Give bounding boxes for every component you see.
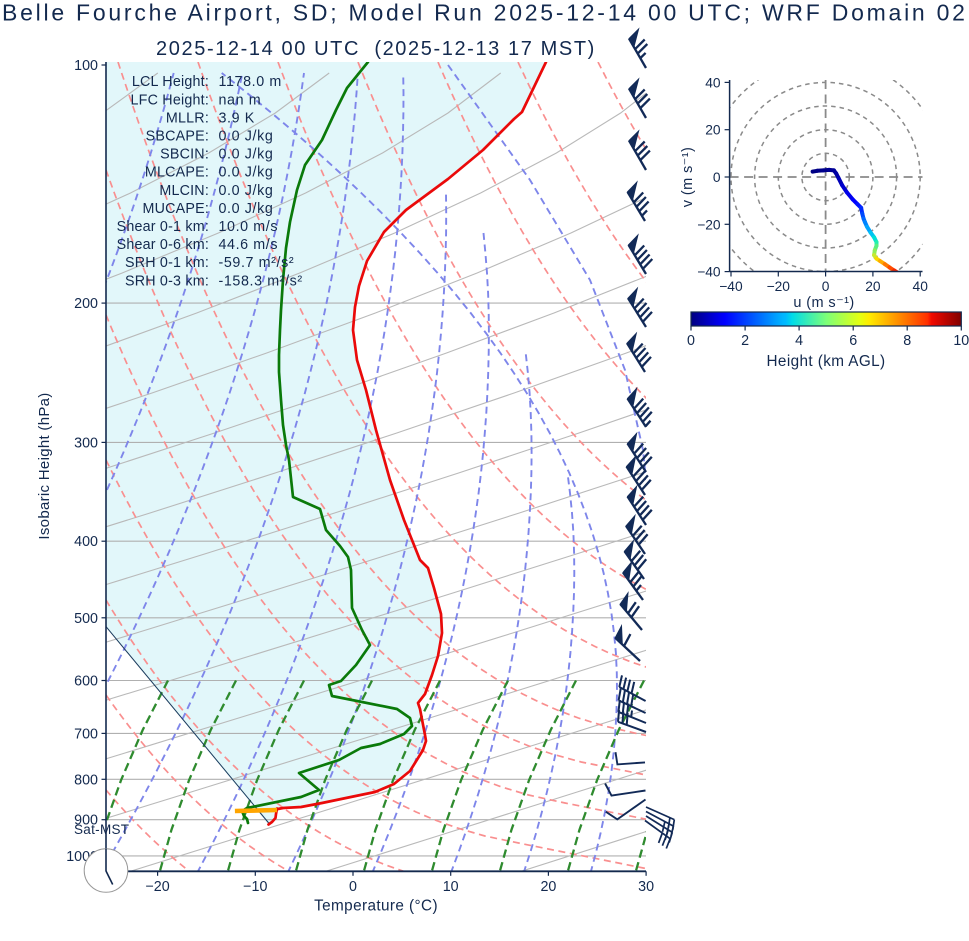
svg-text:0.0 J/kg: 0.0 J/kg [219,147,274,163]
svg-text:200: 200 [74,296,98,312]
svg-text:800: 800 [74,772,98,788]
svg-text:SRH 0-3 km:: SRH 0-3 km: [125,273,209,289]
svg-text:SRH 0-1 km:: SRH 0-1 km: [125,255,209,271]
svg-text:LFC Height:: LFC Height: [131,92,209,108]
svg-text:600: 600 [74,673,98,689]
svg-text:0: 0 [349,879,357,895]
svg-text:Sat-MST: Sat-MST [74,822,129,837]
svg-text:0: 0 [713,170,721,185]
svg-text:400: 400 [74,534,98,550]
svg-text:20: 20 [865,279,881,294]
svg-text:10.0 m/s: 10.0 m/s [219,219,279,235]
svg-text:0.0 J/kg: 0.0 J/kg [219,165,274,181]
svg-text:Shear 0-6 km:: Shear 0-6 km: [117,237,209,253]
svg-text:10: 10 [443,879,459,895]
svg-text:MUCAPE:: MUCAPE: [142,201,209,217]
svg-text:4: 4 [795,333,803,349]
svg-text:300: 300 [74,435,98,451]
svg-text:Temperature (°C): Temperature (°C) [314,898,438,915]
svg-text:LCL Height:: LCL Height: [132,74,209,90]
svg-text:MLLR:: MLLR: [166,110,209,126]
svg-text:44.6 m/s: 44.6 m/s [219,237,279,253]
svg-text:20: 20 [705,123,721,138]
svg-text:2025-12-14 00 UTC (2025-12-13: 2025-12-14 00 UTC (2025-12-13 17 MST) [156,38,596,60]
svg-text:30: 30 [638,879,654,895]
svg-text:−20: −20 [767,279,791,294]
svg-text:−40: −40 [697,265,721,280]
svg-text:Isobaric Height (hPa): Isobaric Height (hPa) [36,392,53,539]
svg-text:0.0 J/kg: 0.0 J/kg [219,129,274,145]
svg-text:−20: −20 [145,879,169,895]
svg-text:MLCAPE:: MLCAPE: [145,165,209,181]
svg-text:−40: −40 [719,279,743,294]
svg-text:3.9 K: 3.9 K [219,110,255,126]
svg-text:20: 20 [540,879,556,895]
svg-text:0.0 J/kg: 0.0 J/kg [219,183,274,199]
svg-text:Height (km AGL): Height (km AGL) [766,353,885,370]
svg-text:SBCIN:: SBCIN: [160,147,209,163]
svg-text:500: 500 [74,611,98,627]
svg-text:2: 2 [741,333,749,349]
svg-text:900: 900 [74,813,98,829]
svg-text:u (m s⁻¹): u (m s⁻¹) [793,295,854,311]
svg-text:SBCAPE:: SBCAPE: [146,129,209,145]
svg-text:0: 0 [687,333,695,349]
svg-text:−20: −20 [697,217,721,232]
svg-text:1178.0 m: 1178.0 m [219,74,282,90]
svg-text:8: 8 [903,333,911,349]
svg-text:-158.3 m²/s²: -158.3 m²/s² [219,273,303,289]
svg-text:0: 0 [822,279,830,294]
svg-text:40: 40 [705,75,721,90]
svg-text:0.0 J/kg: 0.0 J/kg [219,201,274,217]
svg-text:10: 10 [953,333,969,349]
svg-text:Belle Fourche Airport, SD; Mod: Belle Fourche Airport, SD; Model Run 202… [2,0,968,26]
svg-text:40: 40 [913,279,929,294]
svg-text:6: 6 [849,333,857,349]
svg-text:100: 100 [74,58,98,74]
svg-text:−10: −10 [243,879,267,895]
svg-text:700: 700 [74,726,98,742]
svg-text:nan m: nan m [219,92,262,108]
svg-text:v (m s⁻¹): v (m s⁻¹) [680,147,696,207]
svg-text:-59.7 m²/s²: -59.7 m²/s² [219,255,295,271]
svg-text:MLCIN:: MLCIN: [159,183,209,199]
svg-text:Shear 0-1 km:: Shear 0-1 km: [117,219,209,235]
